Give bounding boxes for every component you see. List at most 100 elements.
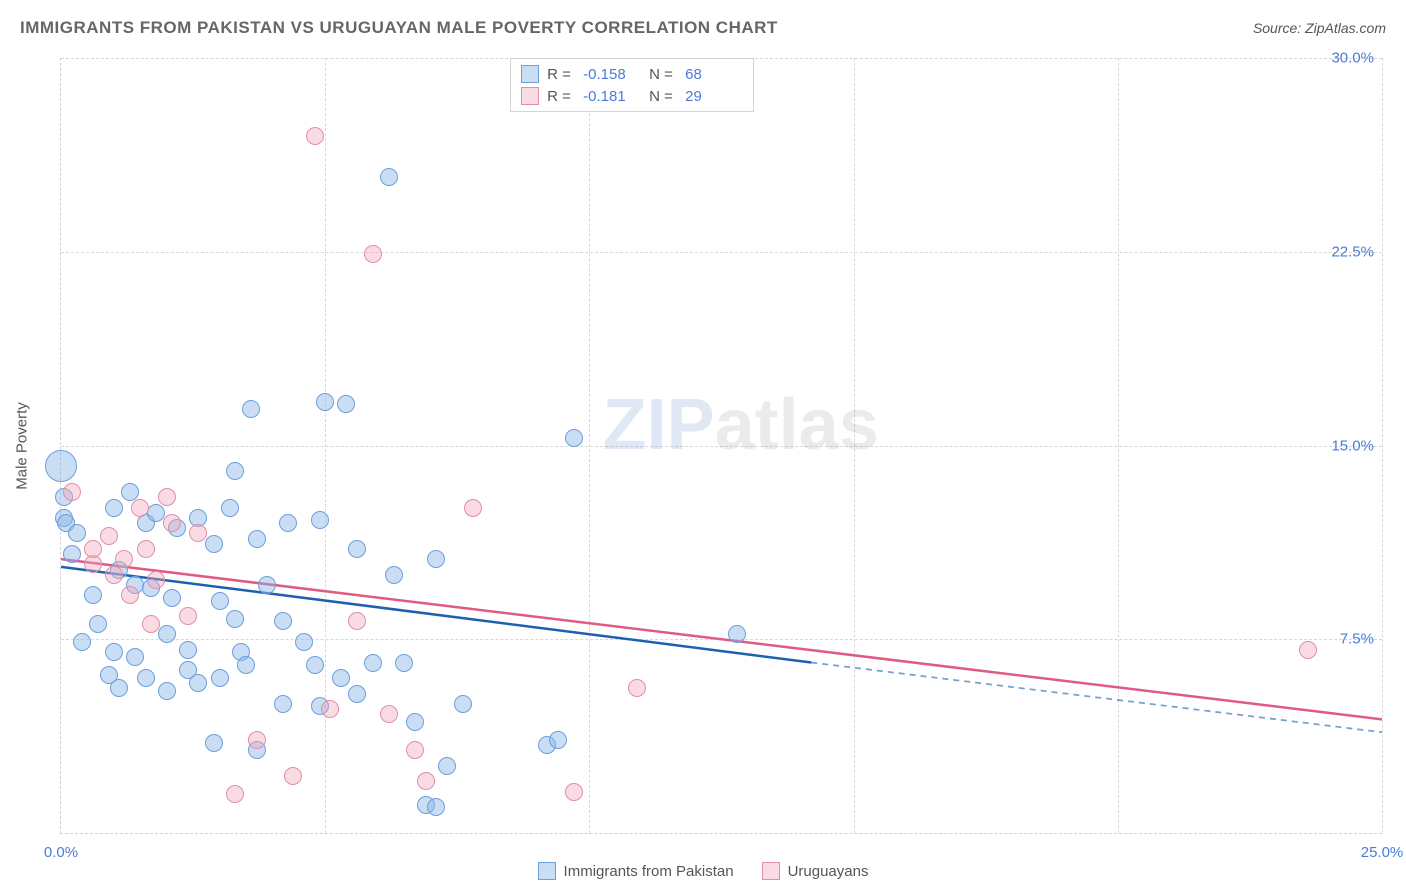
gridline-v	[589, 58, 590, 833]
y-tick-label: 22.5%	[1331, 243, 1374, 260]
data-point	[348, 540, 366, 558]
data-point	[189, 524, 207, 542]
data-point	[105, 499, 123, 517]
data-point	[427, 550, 445, 568]
y-tick-label: 7.5%	[1340, 631, 1374, 648]
chart-area: 7.5%15.0%22.5%30.0%0.0%25.0%ZIPatlasR = …	[60, 58, 1382, 834]
data-point	[100, 527, 118, 545]
correlation-legend: R = -0.158N = 68R = -0.181N = 29	[510, 58, 754, 112]
data-point	[126, 648, 144, 666]
data-point	[348, 612, 366, 630]
data-point	[163, 514, 181, 532]
data-point	[131, 499, 149, 517]
gridline-v	[854, 58, 855, 833]
legend-swatch	[538, 862, 556, 880]
data-point	[279, 514, 297, 532]
data-point	[248, 530, 266, 548]
data-point	[348, 685, 366, 703]
data-point	[158, 488, 176, 506]
source-credit: Source: ZipAtlas.com	[1253, 20, 1386, 36]
data-point	[321, 700, 339, 718]
gridline-h	[61, 446, 1382, 447]
y-tick-label: 15.0%	[1331, 437, 1374, 454]
data-point	[316, 393, 334, 411]
data-point	[84, 555, 102, 573]
data-point	[406, 713, 424, 731]
data-point	[211, 592, 229, 610]
gridline-v	[1118, 58, 1119, 833]
data-point	[427, 798, 445, 816]
data-point	[274, 612, 292, 630]
data-point	[417, 772, 435, 790]
data-point	[385, 566, 403, 584]
data-point	[337, 395, 355, 413]
data-point	[100, 666, 118, 684]
data-point	[211, 669, 229, 687]
data-point	[205, 535, 223, 553]
data-point	[454, 695, 472, 713]
data-point	[147, 571, 165, 589]
data-point	[73, 633, 91, 651]
data-point	[226, 785, 244, 803]
data-point	[137, 540, 155, 558]
data-point	[258, 576, 276, 594]
watermark: ZIPatlas	[603, 384, 879, 466]
data-point	[628, 679, 646, 697]
legend-label: Immigrants from Pakistan	[564, 863, 734, 880]
data-point	[189, 674, 207, 692]
data-point	[63, 545, 81, 563]
data-point	[158, 682, 176, 700]
data-point	[84, 540, 102, 558]
correlation-legend-row: R = -0.158N = 68	[521, 63, 743, 85]
data-point	[364, 654, 382, 672]
data-point	[248, 731, 266, 749]
data-point	[380, 168, 398, 186]
data-point	[1299, 641, 1317, 659]
data-point	[284, 767, 302, 785]
data-point	[380, 705, 398, 723]
data-point	[179, 641, 197, 659]
bottom-legend: Immigrants from Pakistan Uruguayans	[0, 862, 1406, 880]
x-tick-label: 0.0%	[44, 844, 78, 861]
data-point	[332, 669, 350, 687]
data-point	[63, 483, 81, 501]
data-point	[105, 566, 123, 584]
legend-swatch	[521, 87, 539, 105]
legend-item: Uruguayans	[762, 862, 869, 880]
data-point	[728, 625, 746, 643]
data-point	[306, 656, 324, 674]
data-point	[464, 499, 482, 517]
data-point	[68, 524, 86, 542]
data-point	[163, 589, 181, 607]
correlation-legend-row: R = -0.181N = 29	[521, 85, 743, 107]
data-point	[45, 450, 77, 482]
data-point	[242, 400, 260, 418]
y-tick-label: 30.0%	[1331, 50, 1374, 67]
data-point	[105, 643, 123, 661]
data-point	[89, 615, 107, 633]
chart-title: IMMIGRANTS FROM PAKISTAN VS URUGUAYAN MA…	[20, 18, 778, 38]
data-point	[142, 615, 160, 633]
data-point	[395, 654, 413, 672]
data-point	[121, 586, 139, 604]
data-point	[84, 586, 102, 604]
data-point	[438, 757, 456, 775]
data-point	[306, 127, 324, 145]
legend-item: Immigrants from Pakistan	[538, 862, 734, 880]
x-tick-label: 25.0%	[1361, 844, 1404, 861]
data-point	[311, 511, 329, 529]
gridline-h	[61, 252, 1382, 253]
data-point	[221, 499, 239, 517]
data-point	[158, 625, 176, 643]
data-point	[205, 734, 223, 752]
gridline-v	[1382, 58, 1383, 833]
data-point	[295, 633, 313, 651]
data-point	[364, 245, 382, 263]
legend-label: Uruguayans	[788, 863, 869, 880]
data-point	[549, 731, 567, 749]
legend-swatch	[521, 65, 539, 83]
gridline-h	[61, 639, 1382, 640]
data-point	[237, 656, 255, 674]
data-point	[565, 783, 583, 801]
data-point	[147, 504, 165, 522]
